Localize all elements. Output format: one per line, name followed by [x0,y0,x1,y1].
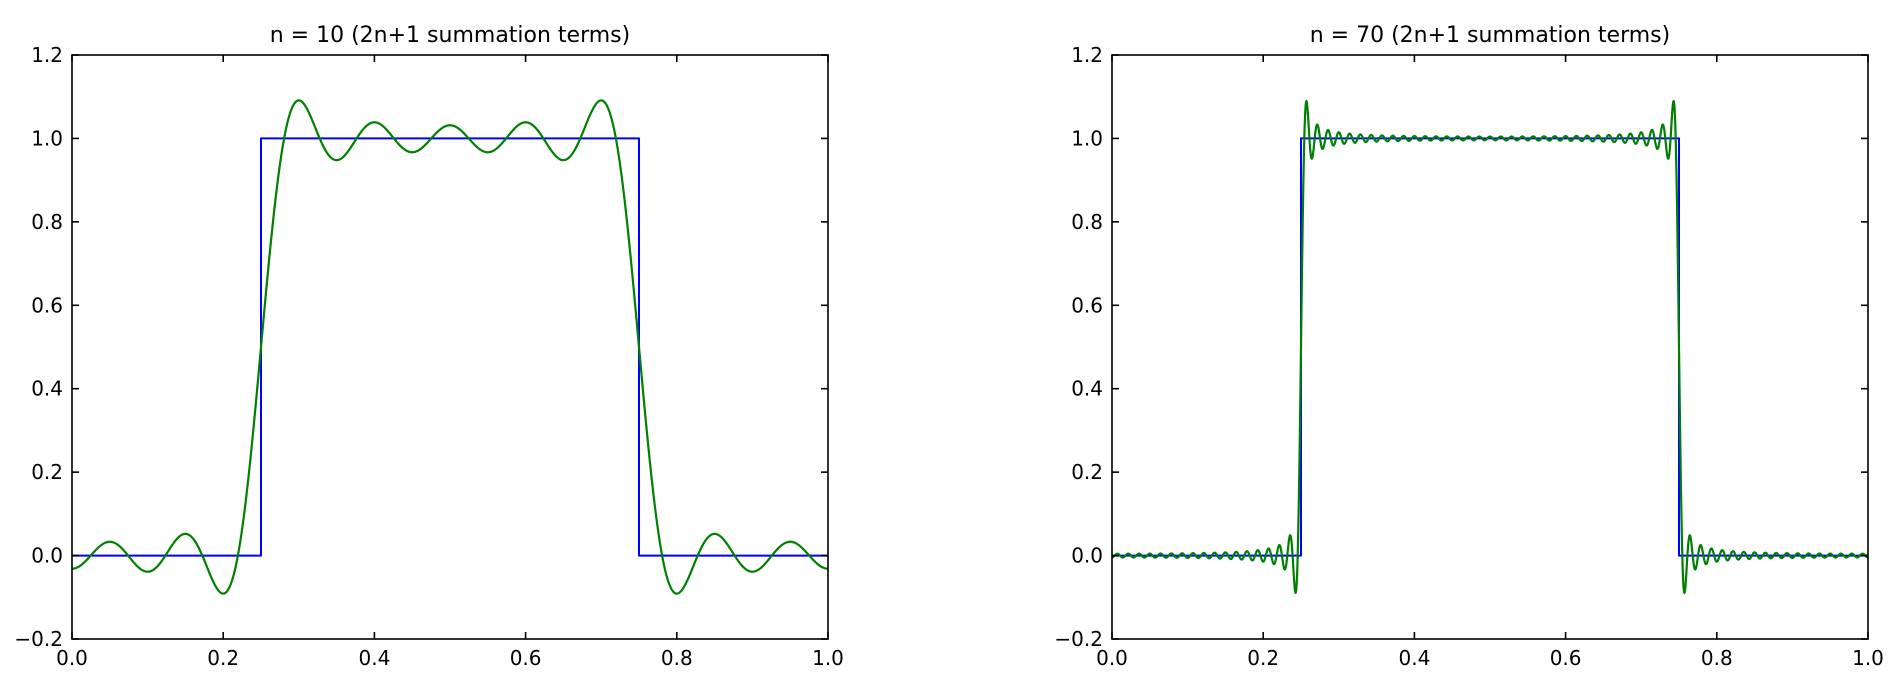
x-tick-label: 0.6 [510,646,542,670]
y-tick-label: 0.2 [1071,460,1103,484]
y-tick-label: 0.4 [31,377,63,401]
x-tick-label: 1.0 [812,646,844,670]
y-tick-label: 0.8 [1071,210,1103,234]
series-line-square-wave-exact [1112,137,1868,557]
plot-frame [1111,54,1869,640]
y-tick-label: 0.6 [1071,293,1103,317]
series-line-square-wave-exact [72,137,828,557]
plot-title: n = 10 (2n+1 summation terms) [270,23,630,48]
plot-title: n = 70 (2n+1 summation terms) [1310,23,1670,48]
y-tick-label: 0.6 [31,293,63,317]
y-tick-label: 0.4 [1071,377,1103,401]
x-tick-label: 0.0 [56,646,88,670]
x-tick-label: 0.4 [1398,646,1430,670]
y-tick-label: 1.0 [1071,126,1103,150]
series-line-fourier-partial-sum [71,99,829,595]
y-tick-label: 0.0 [31,544,63,568]
y-tick-label: 1.0 [31,126,63,150]
plot-frame [71,54,829,640]
y-tick-label: 1.2 [31,43,63,67]
y-tick-label: 0.8 [31,210,63,234]
x-tick-label: 0.2 [207,646,239,670]
y-tick-label: −0.2 [14,627,63,651]
x-tick-label: 0.2 [1247,646,1279,670]
x-tick-label: 0.8 [661,646,693,670]
y-tick-label: 1.2 [1071,43,1103,67]
x-tick-label: 0.6 [1550,646,1582,670]
y-tick-label: 0.2 [31,460,63,484]
x-tick-label: 0.8 [1701,646,1733,670]
y-tick-label: 0.0 [1071,544,1103,568]
x-tick-label: 1.0 [1852,646,1884,670]
y-tick-label: −0.2 [1054,627,1103,651]
x-tick-label: 0.0 [1096,646,1128,670]
series-line-fourier-partial-sum [1111,99,1869,595]
subplot-0: n = 10 (2n+1 summation terms) 0.0 0.2 0.4 0.… [14,23,843,670]
subplot-1: n = 70 (2n+1 summation terms) 0.0 0.2 0.4 0.… [1054,23,1883,670]
x-tick-label: 0.4 [358,646,390,670]
